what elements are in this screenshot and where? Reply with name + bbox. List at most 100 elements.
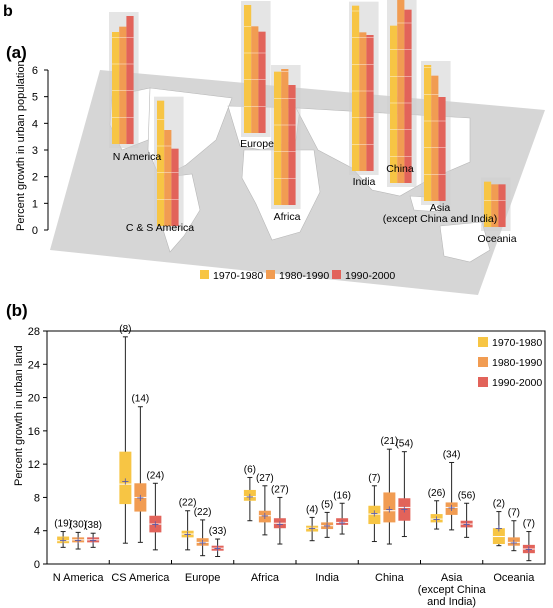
y-tick-label: 4: [32, 118, 38, 130]
mean-marker: +: [338, 518, 346, 529]
mean-marker: +: [385, 505, 393, 516]
x-category-label: Asia: [441, 572, 463, 584]
count-label: (19): [54, 519, 72, 530]
bar: [484, 181, 492, 227]
bar: [424, 65, 432, 201]
land-australia: [439, 221, 491, 263]
bar: [366, 35, 374, 171]
y-tick-label: 0: [34, 559, 40, 571]
legend-swatch: [478, 337, 488, 347]
bar: [171, 148, 179, 226]
count-label: (2): [493, 499, 505, 510]
mean-marker: +: [323, 521, 331, 532]
bar: [112, 32, 120, 144]
legend-label: 1990-2000: [345, 270, 395, 282]
panel-b-axes: 0 4 8 12 16 20 24 28: [28, 326, 546, 571]
bar: [390, 25, 398, 183]
panel-a-label: (a): [6, 43, 27, 62]
count-label: (14): [131, 394, 149, 405]
count-label: (56): [458, 490, 476, 501]
count-label: (7): [368, 473, 380, 484]
x-category-label: N America: [53, 572, 105, 584]
count-label: (34): [443, 449, 461, 460]
count-label: (21): [380, 436, 398, 447]
bar: [281, 69, 289, 205]
region-label: India: [353, 176, 376, 188]
bar-group: [421, 61, 451, 205]
x-category-label: Oceania: [493, 572, 535, 584]
panel-a-chart: (a) Percent growth in urban population 0…: [6, 0, 545, 295]
count-label: (5): [321, 499, 333, 510]
x-category-label: CS America: [111, 572, 170, 584]
mean-marker: +: [198, 538, 206, 549]
box: [398, 498, 411, 521]
y-tick-label: 1: [32, 198, 38, 210]
bar: [119, 26, 127, 145]
box-group: +(22)+(22)+(33): [179, 498, 227, 558]
box-group: +(19)+(30)+(38): [54, 519, 102, 550]
bar: [288, 85, 296, 205]
region-label: Oceania: [477, 233, 516, 245]
legend-label: 1970-1980: [492, 337, 542, 349]
x-category-label: Africa: [251, 572, 280, 584]
legend-label: 1970-1980: [213, 270, 263, 282]
mean-marker: +: [261, 511, 269, 522]
mean-marker: +: [74, 535, 82, 546]
bar-group: [387, 0, 417, 188]
panel-b-boxes: +(19)+(30)+(38)+(8)+(14)+(24)+(22)+(22)+…: [54, 324, 535, 562]
legend-label: 1980-1990: [279, 270, 329, 282]
count-label: (4): [306, 504, 318, 515]
count-label: (33): [209, 526, 227, 537]
bar: [404, 9, 412, 183]
bar-group: [241, 1, 271, 137]
panel-a-y-axis: 0 1 2 3 4 5 6: [32, 65, 49, 237]
box: [258, 510, 271, 523]
box: [430, 514, 443, 523]
count-label: (27): [256, 473, 274, 484]
y-tick-label: 2: [32, 172, 38, 184]
legend-swatch: [266, 270, 275, 279]
x-category-label: China: [375, 572, 405, 584]
bar: [258, 31, 266, 134]
mean-marker: +: [121, 476, 129, 487]
count-label: (22): [179, 498, 197, 509]
mean-marker: +: [495, 524, 503, 535]
count-label: (22): [194, 507, 212, 518]
bar: [359, 32, 367, 172]
legend-label: 1990-2000: [492, 377, 542, 389]
bar: [157, 100, 165, 226]
region-label: N America: [113, 151, 162, 163]
y-tick-label: 0: [32, 225, 38, 237]
count-label: (7): [523, 519, 535, 530]
mean-marker: +: [447, 503, 455, 514]
panel-b-y-axis-label: Percent growth in urban land: [13, 345, 25, 486]
count-label: (27): [271, 484, 289, 495]
region-label: Africa: [274, 211, 301, 223]
panel-a-bars: [109, 0, 511, 231]
bar-group: [109, 12, 139, 148]
mean-marker: +: [370, 509, 378, 520]
y-tick-label: 16: [28, 426, 40, 438]
box-group: +(6)+(27)+(27): [244, 464, 289, 545]
mean-marker: +: [525, 545, 533, 556]
legend-swatch: [332, 270, 341, 279]
figure-letter: b: [3, 3, 13, 20]
y-tick-label: 12: [28, 459, 40, 471]
mean-marker: +: [213, 544, 221, 555]
x-category-label: (except China: [418, 584, 487, 596]
count-label: (7): [508, 508, 520, 519]
box: [57, 536, 70, 544]
count-label: (16): [333, 490, 351, 501]
bar: [244, 5, 252, 133]
bar-group: [271, 65, 301, 209]
box: [445, 502, 458, 515]
box: [507, 537, 520, 546]
box: [383, 492, 396, 523]
region-label: Asia: [430, 202, 451, 214]
panel-a-region-labels: N America C & S America Europe Africa India C…: [113, 138, 517, 245]
y-tick-label: 5: [32, 92, 38, 104]
count-label: (8): [119, 324, 131, 335]
count-label: (38): [84, 520, 102, 531]
legend-swatch: [478, 357, 488, 367]
